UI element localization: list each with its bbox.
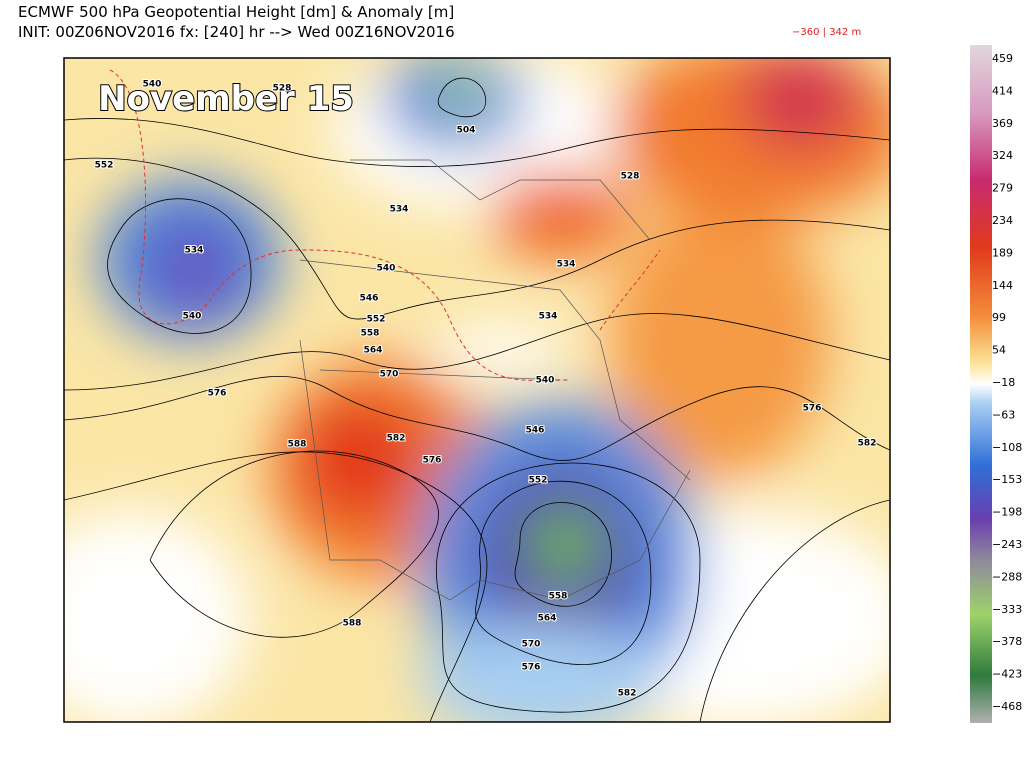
colorbar-label: 99 <box>992 311 1006 324</box>
colorbar-label: 54 <box>992 344 1006 357</box>
contour-label: 540 <box>377 264 396 274</box>
contour-label: 528 <box>273 84 292 94</box>
colorbar-label: 144 <box>992 279 1013 292</box>
map-frame <box>63 57 891 723</box>
contour-label: 504 <box>457 126 476 136</box>
contour-label: 588 <box>288 440 307 450</box>
contour-label: 546 <box>526 426 545 436</box>
contour-label: 558 <box>549 592 568 602</box>
contour-label: 552 <box>95 161 114 171</box>
colorbar-label: 369 <box>992 117 1013 130</box>
map: November 15 <box>64 58 890 722</box>
colorbar-label: −198 <box>992 506 1022 519</box>
colorbar-label: −153 <box>992 473 1022 486</box>
contour-label: 540 <box>143 80 162 90</box>
contour-label: 570 <box>522 640 541 650</box>
contour-label: 576 <box>803 404 822 414</box>
title: ECMWF 500 hPa Geopotential Height [dm] &… <box>18 3 454 21</box>
contour-label: 540 <box>183 312 202 322</box>
range-note: −360 | 342 m <box>792 27 861 38</box>
colorbar-label: −378 <box>992 635 1022 648</box>
colorbar-label: −288 <box>992 570 1022 583</box>
colorbar-label: 279 <box>992 182 1013 195</box>
contour-label: 582 <box>618 689 637 699</box>
contour-label: 582 <box>858 439 877 449</box>
colorbar-label: 414 <box>992 84 1013 97</box>
colorbar-label: 324 <box>992 149 1013 162</box>
colorbar-label: −243 <box>992 538 1022 551</box>
contour-label: 552 <box>529 476 548 486</box>
contour-label: 564 <box>364 346 383 356</box>
colorbar-label: 189 <box>992 246 1013 259</box>
anomaly-contours <box>109 69 661 381</box>
contour-label: 582 <box>387 434 406 444</box>
boundaries <box>299 159 691 601</box>
contour-label: 534 <box>185 246 204 256</box>
contour-label: 534 <box>557 260 576 270</box>
height-contours <box>64 77 890 722</box>
contour-label: 534 <box>390 205 409 215</box>
colorbar-labels: 459 414 369 324 279 234 189 144 99 54 −18 −63 −108 −1… <box>992 52 1022 713</box>
colorbar-label: −63 <box>992 408 1015 421</box>
contour-label: 534 <box>539 312 558 322</box>
contour-label: 564 <box>538 614 557 624</box>
contour-label: 570 <box>380 370 399 380</box>
contour-label: 588 <box>343 619 362 629</box>
contour-label: 528 <box>621 172 640 182</box>
contour-label: 546 <box>360 294 379 304</box>
contour-label: 552 <box>367 315 386 325</box>
date-label: November 15 <box>98 79 354 119</box>
colorbar-label: −423 <box>992 668 1022 681</box>
contour-label: 576 <box>208 389 227 399</box>
colorbar-label: −468 <box>992 700 1022 713</box>
colorbar <box>970 45 992 723</box>
contour-labels: 540 528 552 534 540 504 528 534 534 540 546 552 558 5… <box>94 79 878 700</box>
colorbar-label: −333 <box>992 603 1022 616</box>
contour-label: 576 <box>423 456 442 466</box>
anomaly-field <box>64 58 890 722</box>
colorbar-label: 234 <box>992 214 1013 227</box>
contour-label: 576 <box>522 663 541 673</box>
contour-label: 540 <box>536 376 555 386</box>
colorbar-label: −18 <box>992 376 1015 389</box>
colorbar-label: 459 <box>992 52 1013 65</box>
subtitle: INIT: 00Z06NOV2016 fx: [240] hr --> Wed … <box>18 23 455 41</box>
colorbar-label: −108 <box>992 441 1022 454</box>
contour-label: 558 <box>361 329 380 339</box>
